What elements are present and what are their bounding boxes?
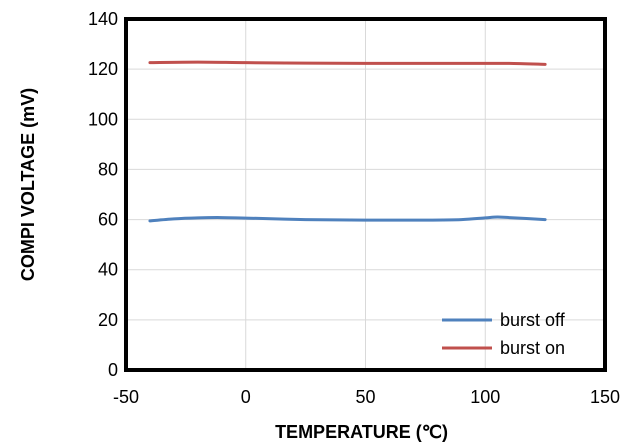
legend-label: burst off bbox=[500, 310, 566, 330]
x-tick-label: 150 bbox=[590, 387, 620, 407]
y-axis-title: COMPI VOLTAGE (mV) bbox=[18, 88, 38, 281]
y-tick-label: 140 bbox=[88, 9, 118, 29]
y-tick-label: 20 bbox=[98, 310, 118, 330]
x-tick-label: 0 bbox=[241, 387, 251, 407]
y-tick-label: 100 bbox=[88, 109, 118, 129]
x-axis-title: TEMPERATURE (℃) bbox=[275, 422, 448, 442]
legend-label: burst on bbox=[500, 338, 565, 358]
series-line-burst-off bbox=[150, 217, 545, 221]
y-tick-label: 80 bbox=[98, 159, 118, 179]
legend: burst off burst on bbox=[442, 310, 566, 358]
series-line-burst-on bbox=[150, 62, 545, 64]
x-tick-label: 100 bbox=[470, 387, 500, 407]
y-tick-label: 120 bbox=[88, 59, 118, 79]
x-tick-label: 50 bbox=[355, 387, 375, 407]
y-tick-label: 60 bbox=[98, 210, 118, 230]
x-tick-label: -50 bbox=[113, 387, 139, 407]
y-tick-label: 0 bbox=[108, 360, 118, 380]
series-lines bbox=[150, 62, 545, 221]
y-tick-label: 40 bbox=[98, 260, 118, 280]
